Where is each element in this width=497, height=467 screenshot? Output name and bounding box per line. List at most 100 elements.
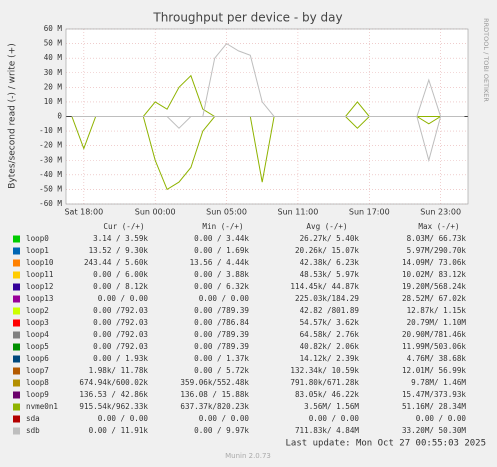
legend-stat: 136.53 / 42.86k [79, 390, 148, 399]
y-tick-label: -60 M [39, 199, 62, 208]
legend-stat: 0.00 / 0.00 [98, 414, 149, 423]
legend-stat: 5.97M/290.70k [407, 246, 467, 255]
y-tick-label: 0 [57, 112, 62, 121]
legend-stat: 0.00 / 1.93k [93, 354, 148, 363]
side-label: RRDTOOL / TOBI OETIKER [482, 18, 490, 102]
legend-swatch [13, 331, 20, 339]
legend-stat: 33.20M/ 50.30M [402, 426, 466, 435]
legend-stat: 915.54k/962.33k [79, 402, 148, 411]
version: Munin 2.0.73 [225, 452, 271, 460]
legend-stat: 637.37k/820.23k [180, 402, 249, 411]
column-header: Max (-/+) [418, 222, 459, 231]
legend-label: loop12 [26, 282, 53, 291]
legend-stat: 12.01M/ 56.99k [402, 366, 466, 375]
legend-stat: 1.98k/ 11.78k [89, 366, 149, 375]
legend-stat: 0.00 / 11.91k [89, 426, 149, 435]
legend-stat: 0.00 /792.03 [93, 318, 148, 327]
legend-swatch [13, 295, 20, 303]
legend-stat: 4.76M/ 38.68k [407, 354, 467, 363]
y-tick-label: -10 M [39, 126, 62, 135]
y-tick-label: -50 M [39, 184, 62, 193]
legend-label: loop5 [26, 342, 49, 351]
legend-swatch [13, 367, 20, 375]
legend-label: loop3 [26, 318, 49, 327]
legend-stat: 40.82k/ 2.06k [300, 342, 360, 351]
chart-title: Throughput per device - by day [152, 11, 342, 25]
legend-label: sdb [26, 426, 40, 435]
legend-label: loop1 [26, 246, 49, 255]
column-header: Min (-/+) [202, 222, 243, 231]
legend-label: loop8 [26, 378, 49, 387]
x-tick-label: Sun 05:00 [206, 208, 247, 217]
legend-stat: 791.80k/671.28k [290, 378, 359, 387]
legend-stat: 20.90M/781.46k [402, 330, 466, 339]
legend-swatch [13, 283, 20, 291]
legend-stat: 0.00 /792.03 [93, 306, 148, 315]
legend-stat: 51.16M/ 28.34M [402, 402, 466, 411]
legend-swatch [13, 319, 20, 327]
legend-stat: 0.00 / 3.88k [194, 270, 249, 279]
legend-stat: 136.08 / 15.88k [180, 390, 249, 399]
legend-stat: 14.09M/ 73.06k [402, 258, 466, 267]
y-tick-label: -30 M [39, 155, 62, 164]
legend-stat: 114.45k/ 44.87k [290, 282, 359, 291]
legend-stat: 9.78M/ 1.46M [411, 378, 466, 387]
legend-label: sda [26, 414, 40, 423]
legend-stat: 0.00 / 1.37k [194, 354, 249, 363]
legend-swatch [13, 355, 20, 363]
legend-stat: 10.02M/ 83.12k [402, 270, 466, 279]
legend-label: loop0 [26, 234, 49, 243]
legend-stat: 0.00 /792.03 [93, 342, 148, 351]
legend-stat: 19.20M/568.24k [402, 282, 466, 291]
legend-stat: 0.00 / 0.00 [199, 414, 250, 423]
y-tick-label: 10 M [44, 97, 63, 106]
legend-stat: 48.53k/ 5.97k [300, 270, 360, 279]
legend-swatch [13, 247, 20, 255]
legend-stat: 11.99M/503.06k [402, 342, 466, 351]
legend-stat: 15.47M/373.93k [402, 390, 466, 399]
legend-stat: 0.00 / 0.00 [309, 414, 360, 423]
column-header: Avg (-/+) [306, 222, 347, 231]
legend-label: loop11 [26, 270, 54, 279]
legend-label: nvme0n1 [26, 402, 58, 411]
x-tick-label: Sun 17:00 [349, 208, 390, 217]
legend-stat: 13.56 / 4.44k [190, 258, 250, 267]
legend-swatch [13, 427, 20, 435]
legend-stat: 674.94k/600.02k [79, 378, 148, 387]
legend-swatch [13, 403, 20, 411]
y-axis-label: Bytes/second read (-) / write (+) [8, 43, 18, 188]
legend-swatch [13, 307, 20, 315]
legend-stat: 0.00 / 0.00 [98, 294, 149, 303]
legend-swatch [13, 271, 20, 279]
legend-stat: 3.14 / 3.59k [93, 234, 148, 243]
legend-label: loop9 [26, 390, 49, 399]
legend-stat: 0.00 /786.84 [194, 318, 249, 327]
legend-stat: 0.00 / 3.44k [194, 234, 249, 243]
legend-stat: 8.03M/ 66.73k [407, 234, 467, 243]
legend-stat: 0.00 /789.39 [194, 330, 249, 339]
legend-stat: 20.79M/ 1.10M [407, 318, 467, 327]
y-tick-label: 30 M [44, 68, 63, 77]
legend-stat: 42.82 /801.89 [300, 306, 360, 315]
legend-stat: 64.58k/ 2.76k [300, 330, 360, 339]
legend-stat: 0.00 /792.03 [93, 330, 148, 339]
legend-swatch [13, 379, 20, 387]
legend-stat: 54.57k/ 3.62k [300, 318, 360, 327]
legend-stat: 14.12k/ 2.39k [300, 354, 360, 363]
x-tick-label: Sun 11:00 [278, 208, 319, 217]
y-tick-label: 50 M [44, 39, 63, 48]
legend-label: loop2 [26, 306, 49, 315]
plot-frame [65, 28, 469, 205]
legend-stat: 13.52 / 9.30k [89, 246, 149, 255]
legend-stat: 0.00 / 6.32k [194, 282, 249, 291]
column-header: Cur (-/+) [103, 222, 144, 231]
legend-stat: 0.00 / 9.97k [194, 426, 249, 435]
legend-stat: 0.00 /789.39 [194, 342, 249, 351]
legend-stat: 20.26k/ 15.07k [295, 246, 359, 255]
legend-label: loop6 [26, 354, 49, 363]
legend-stat: 42.38k/ 6.23k [300, 258, 360, 267]
x-tick-label: Sun 23:00 [420, 208, 461, 217]
y-tick-label: 40 M [44, 53, 63, 62]
footer: Last update: Mon Oct 27 00:55:03 2025 [286, 439, 486, 449]
